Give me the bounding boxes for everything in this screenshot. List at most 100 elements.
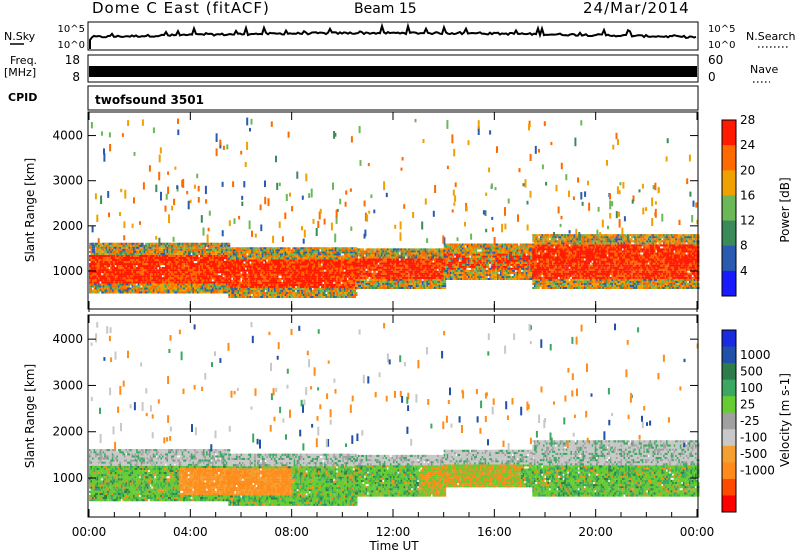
power-cell <box>380 278 384 281</box>
power-cell <box>181 255 185 257</box>
power-cell <box>304 271 308 274</box>
power-cell <box>221 281 225 284</box>
power-cell <box>190 246 194 249</box>
power-cell <box>107 281 111 284</box>
power-cell <box>334 273 338 276</box>
power-cell <box>130 275 133 278</box>
power-cell <box>221 242 225 245</box>
power-cell <box>380 280 384 283</box>
power-cell <box>342 294 346 296</box>
power-cell <box>168 287 171 290</box>
power-cell <box>114 255 118 257</box>
power-cell <box>107 263 111 266</box>
power-cell <box>175 277 179 280</box>
power-cell <box>441 250 445 253</box>
power-cell <box>319 277 323 280</box>
power-cell <box>92 242 95 245</box>
power-cell <box>273 277 277 280</box>
power-cell <box>107 285 111 288</box>
power-cell <box>124 271 127 274</box>
power-cell <box>318 259 321 262</box>
power-cell <box>365 248 369 251</box>
power-cell <box>319 251 323 254</box>
power-cell <box>434 272 437 275</box>
power-cell <box>327 255 331 258</box>
power-cell <box>166 259 170 261</box>
power-cell <box>190 244 194 247</box>
power-cell <box>184 271 188 274</box>
power-cell <box>152 250 156 253</box>
power-cell <box>349 269 353 272</box>
power-cell <box>140 279 144 282</box>
power-cell <box>273 261 277 264</box>
power-cell <box>440 260 444 263</box>
power-cell <box>111 283 115 286</box>
power-cell <box>213 285 217 288</box>
power-cell <box>218 267 222 270</box>
power-cell <box>388 258 392 261</box>
power-cell <box>178 267 182 270</box>
power-cell <box>186 257 190 259</box>
power-cell <box>114 257 118 259</box>
nsky-line <box>89 22 697 49</box>
power-cell <box>361 280 365 283</box>
power-cell <box>403 276 407 279</box>
power-cell <box>152 289 156 292</box>
power-cell <box>342 265 346 268</box>
power-cell <box>251 287 255 290</box>
power-cell <box>107 255 111 257</box>
power-cell <box>414 256 418 259</box>
power-cell <box>354 271 358 274</box>
power-cell <box>122 257 126 259</box>
power-cell <box>237 271 241 274</box>
power-cell <box>308 285 312 288</box>
power-cell <box>258 283 262 286</box>
power-cell <box>311 283 315 286</box>
power-cell <box>242 267 245 270</box>
power-cell <box>107 257 111 259</box>
power-cell <box>318 263 321 266</box>
power-cell <box>122 273 126 276</box>
power-cell <box>296 279 300 282</box>
power-cell <box>334 269 338 272</box>
power-cell <box>403 285 407 287</box>
power-cell <box>243 277 247 280</box>
power-cell <box>272 267 276 270</box>
power-cell <box>365 276 369 279</box>
power-cell <box>418 274 422 277</box>
power-cell <box>441 266 445 269</box>
power-cell <box>243 253 247 256</box>
power-cell <box>114 281 118 284</box>
power-cell <box>441 264 445 267</box>
power-cell <box>349 271 353 274</box>
power-cell <box>417 282 421 285</box>
power-cell <box>213 257 217 259</box>
power-cell <box>175 250 179 253</box>
power-cell <box>130 291 133 294</box>
power-cell <box>183 271 187 274</box>
power-cell <box>251 283 255 286</box>
power-cell <box>148 259 152 261</box>
power-cell <box>296 275 300 278</box>
power-cell <box>428 264 431 267</box>
power-cell <box>134 263 138 266</box>
power-cell <box>365 258 369 261</box>
power-cell <box>281 257 285 260</box>
power-cell <box>251 271 255 274</box>
power-cell <box>133 265 137 268</box>
power-cell <box>154 271 158 274</box>
power-cell <box>92 271 95 274</box>
power-cell <box>120 259 124 261</box>
power-cell <box>190 275 194 278</box>
power-cell <box>198 271 202 274</box>
power-cell <box>140 273 144 276</box>
power-cell <box>322 279 326 282</box>
power-cell <box>298 296 302 298</box>
power-cell <box>228 253 232 256</box>
power-cell <box>373 276 377 279</box>
power-cell <box>245 249 249 252</box>
power-cell <box>145 285 149 288</box>
power-cell <box>221 285 225 288</box>
power-cell <box>243 255 247 258</box>
power-cell <box>358 262 361 265</box>
